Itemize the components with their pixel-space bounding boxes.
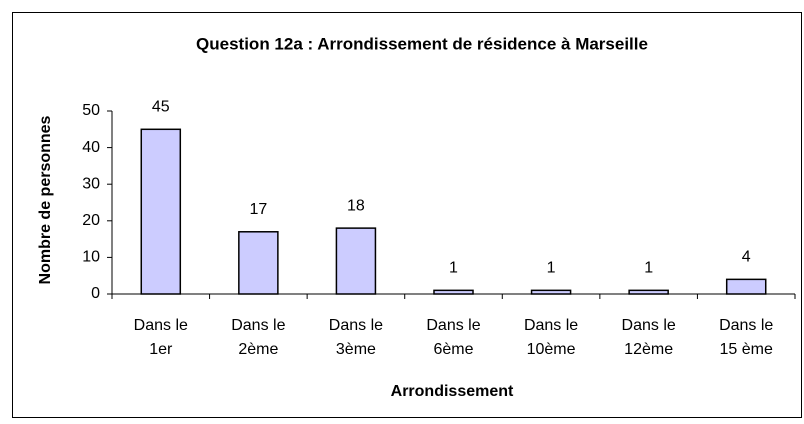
x-tick-label: Dans le bbox=[134, 317, 188, 334]
value-label: 1 bbox=[644, 260, 653, 277]
chart-title: Question 12a : Arrondissement de résiden… bbox=[196, 34, 648, 53]
y-tick-label: 0 bbox=[91, 285, 100, 302]
bar bbox=[530, 289, 572, 295]
bar bbox=[335, 227, 377, 295]
x-tick-label: Dans le bbox=[719, 317, 773, 334]
value-label: 1 bbox=[449, 260, 458, 277]
x-tick-label: Dans le bbox=[524, 317, 578, 334]
x-tick-label: Dans le bbox=[426, 317, 480, 334]
x-tick-label: 6ème bbox=[433, 341, 473, 358]
value-label: 18 bbox=[347, 197, 365, 214]
x-tick-label: 3ème bbox=[336, 341, 376, 358]
y-tick-label: 50 bbox=[82, 102, 100, 119]
x-tick-label: 12ème bbox=[624, 341, 673, 358]
value-label: 4 bbox=[742, 249, 751, 266]
x-tick-label: 10ème bbox=[527, 341, 576, 358]
value-label: 1 bbox=[547, 260, 556, 277]
x-tick-label: Dans le bbox=[231, 317, 285, 334]
value-label: 17 bbox=[249, 201, 267, 218]
y-tick-label: 10 bbox=[82, 249, 100, 266]
y-tick-label: 20 bbox=[82, 212, 100, 229]
x-tick-label: 15 ème bbox=[720, 341, 773, 358]
y-tick-label: 40 bbox=[82, 139, 100, 156]
y-axis-label: Nombre de personnes bbox=[37, 115, 54, 284]
x-tick-label: 1er bbox=[149, 341, 173, 358]
chart-frame bbox=[12, 12, 802, 418]
bar bbox=[433, 289, 474, 295]
x-tick-label: Dans le bbox=[622, 317, 676, 334]
x-tick-label: 2ème bbox=[238, 341, 278, 358]
bar bbox=[140, 128, 182, 295]
value-label: 45 bbox=[152, 99, 170, 116]
x-tick-label: Dans le bbox=[329, 317, 383, 334]
bar bbox=[725, 278, 767, 295]
bar bbox=[628, 289, 669, 295]
bar bbox=[238, 231, 279, 295]
x-axis-label: Arrondissement bbox=[391, 383, 514, 400]
y-tick-label: 30 bbox=[82, 175, 100, 192]
